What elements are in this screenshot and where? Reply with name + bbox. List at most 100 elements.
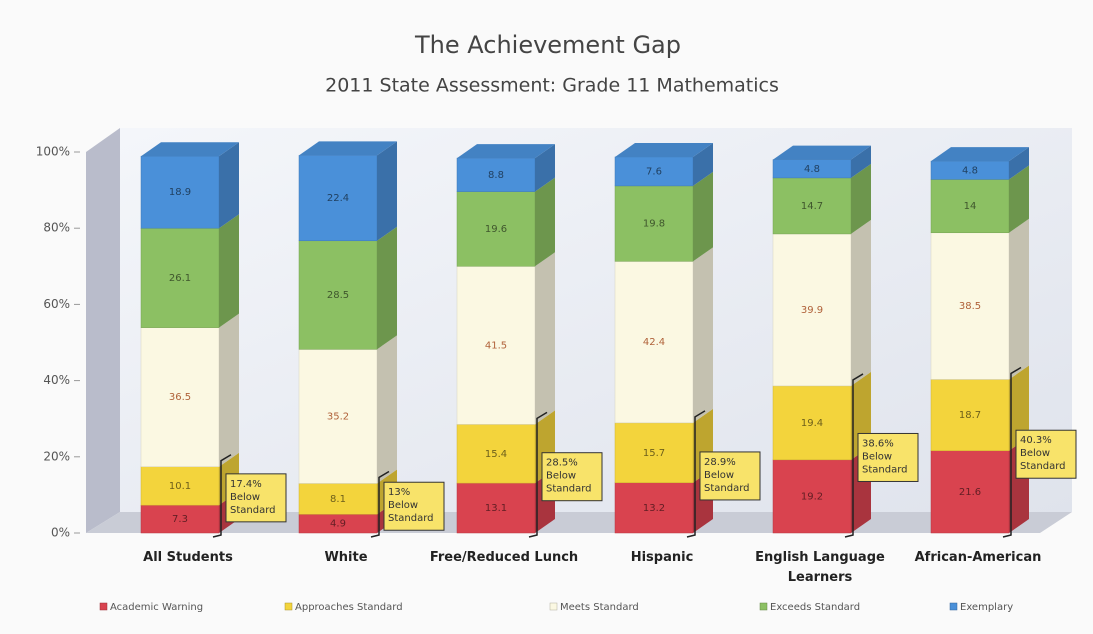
x-tick-label: White: [324, 550, 367, 565]
legend-label: Academic Warning: [110, 602, 203, 613]
value-label: 22.4: [327, 193, 349, 204]
value-label: 7.3: [172, 514, 188, 525]
bar-top: [931, 147, 1029, 162]
annotation-box: [699, 451, 761, 501]
value-label: 4.9: [330, 519, 346, 530]
bracket: [1002, 366, 1022, 538]
value-label: 19.6: [485, 224, 507, 235]
legend-marker: [284, 602, 293, 611]
bar-side: [377, 335, 397, 484]
legend-marker: [949, 602, 958, 611]
bar-front: [930, 179, 1010, 234]
bar-side: [219, 142, 239, 229]
bar-front: [298, 240, 378, 350]
y-tick-label: 100%: [36, 145, 70, 159]
bracket: [528, 411, 548, 538]
bar-side: [219, 214, 239, 328]
bar-side: [693, 247, 713, 423]
value-label: 18.7: [959, 410, 981, 421]
bar-side: [535, 144, 555, 192]
side-wall: [86, 128, 120, 533]
value-label: 8.8: [488, 170, 504, 181]
value-label: 19.4: [801, 418, 823, 429]
y-tick-label: 0%: [51, 526, 70, 540]
chart-title: The Achievement Gap: [414, 31, 681, 59]
bar-top: [141, 142, 239, 157]
bar-front: [456, 157, 536, 192]
y-tick-label: 20%: [43, 449, 70, 463]
x-tick-label: Free/Reduced Lunch: [430, 550, 578, 565]
annotation-box: [383, 481, 445, 531]
bar-top: [457, 144, 555, 159]
value-label: 26.1: [169, 273, 191, 284]
bar-side: [1009, 165, 1029, 233]
chart-subtitle: 2011 State Assessment: Grade 11 Mathemat…: [325, 75, 779, 97]
bar-front: [456, 191, 536, 267]
annotation: 40.3% Below Standard: [1020, 435, 1066, 472]
value-label: 14: [964, 201, 977, 212]
annotation-box: [541, 452, 603, 502]
bar-front: [930, 232, 1010, 380]
legend-marker: [549, 602, 558, 611]
value-label: 15.4: [485, 449, 507, 460]
annotation: 28.9% Below Standard: [704, 457, 750, 494]
value-label: 35.2: [327, 411, 349, 422]
x-tick-label: English Language Learners: [755, 550, 885, 585]
value-label: 21.6: [959, 487, 981, 498]
bar-front: [140, 327, 220, 467]
bar-front: [298, 155, 378, 242]
value-label: 39.9: [801, 305, 823, 316]
value-label: 18.9: [169, 187, 191, 198]
bar-front: [456, 266, 536, 425]
bar-side: [535, 252, 555, 425]
value-label: 15.7: [643, 448, 665, 459]
value-label: 36.5: [169, 392, 191, 403]
legend-marker: [99, 602, 108, 611]
annotation: 38.6% Below Standard: [862, 438, 908, 475]
bar-front: [772, 385, 852, 461]
value-label: 14.7: [801, 201, 823, 212]
annotation: 17.4% Below Standard: [230, 479, 276, 516]
value-label: 4.8: [804, 164, 820, 175]
annotation-box: [225, 473, 287, 523]
x-tick-label: All Students: [143, 550, 233, 565]
legend-marker: [759, 602, 768, 611]
bar-top: [773, 145, 871, 160]
bar-side: [1009, 365, 1029, 451]
bar-front: [140, 227, 220, 328]
bar-side: [377, 226, 397, 350]
value-label: 41.5: [485, 340, 507, 351]
bar-top: [299, 141, 397, 156]
annotation-box: [1015, 429, 1077, 479]
bracket: [686, 410, 706, 538]
bar-front: [298, 349, 378, 484]
value-label: 42.4: [643, 337, 665, 348]
value-label: 10.1: [169, 481, 191, 492]
bar-side: [377, 141, 397, 241]
bar-side: [1009, 218, 1029, 380]
bar-side: [851, 219, 871, 386]
annotation-box: [857, 432, 919, 482]
bracket: [844, 373, 864, 538]
bar-front: [614, 482, 694, 534]
bar-front: [614, 261, 694, 424]
bar-side: [851, 163, 871, 234]
x-tick-label: African-American: [915, 550, 1042, 565]
value-label: 8.1: [330, 494, 346, 505]
bar-front: [298, 483, 378, 515]
bar-top: [615, 142, 713, 157]
bar-front: [772, 177, 852, 235]
bar-front: [614, 422, 694, 483]
legend-label: Approaches Standard: [295, 602, 403, 613]
bar-front: [140, 155, 220, 229]
bar-side: [219, 313, 239, 467]
value-label: 13.2: [643, 503, 665, 514]
bar-front: [456, 424, 536, 484]
bracket: [370, 470, 390, 538]
bar-front: [456, 482, 536, 534]
value-label: 28.5: [327, 290, 349, 301]
bar-front: [614, 156, 694, 187]
bar-front: [930, 379, 1010, 451]
y-tick-label: 80%: [43, 221, 70, 235]
